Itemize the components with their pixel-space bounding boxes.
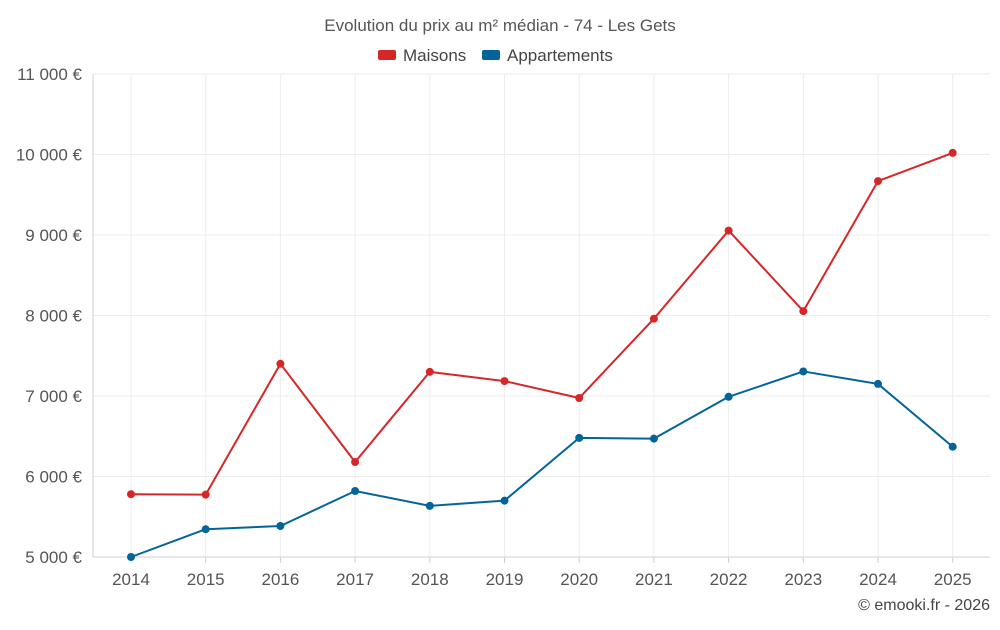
x-axis-labels: 2014 2015 2016 2017 2018 2019 2020 2021 2022 2023… [112,570,972,589]
series-layer [127,148,957,561]
data-point-maisons[interactable] [649,314,658,323]
data-point-appartements[interactable] [948,442,957,451]
data-point-appartements[interactable] [201,525,210,534]
data-point-appartements[interactable] [351,486,360,495]
data-point-appartements[interactable] [724,392,733,401]
data-point-maisons[interactable] [874,177,882,186]
x-tick-label: 2019 [486,570,524,589]
y-gridlines [93,73,990,558]
legend: Maisons Appartements [378,46,613,65]
x-tick-label: 2017 [336,570,374,589]
y-tick-label: 5 000 € [25,548,82,567]
data-point-maisons[interactable] [948,148,957,157]
y-axis-labels: 5 000 € 6 000 € 7 000 € 8 000 € 9 000 € 10 00… [16,65,83,567]
y-tick-label: 7 000 € [25,387,82,406]
legend-swatch-appartements [482,50,500,60]
series-appartements [127,367,957,561]
data-point-maisons[interactable] [425,367,434,376]
data-point-appartements[interactable] [575,433,584,442]
data-point-maisons[interactable] [127,490,135,499]
legend-label-appartements: Appartements [507,46,613,65]
data-point-maisons[interactable] [276,359,285,368]
x-tick-label: 2015 [187,570,225,589]
data-point-appartements[interactable] [425,501,434,510]
legend-label-maisons: Maisons [403,46,466,65]
series-line-appartements [130,370,954,558]
y-tick-label: 6 000 € [25,468,82,487]
x-tick-label: 2025 [934,570,972,589]
x-tick-label: 2021 [635,570,673,589]
x-tick-label: 2018 [411,570,449,589]
data-point-maisons[interactable] [351,458,360,467]
data-point-maisons[interactable] [575,394,584,403]
data-point-appartements[interactable] [500,496,509,505]
data-point-maisons[interactable] [201,490,210,499]
y-tick-label: 11 000 € [17,65,82,84]
data-point-appartements[interactable] [649,434,658,443]
x-tick-label: 2016 [261,570,299,589]
data-point-appartements[interactable] [874,379,882,388]
data-point-maisons[interactable] [724,226,733,235]
y-tick-label: 9 000 € [25,226,82,245]
x-tick-label: 2014 [112,570,150,589]
data-point-appartements[interactable] [799,367,808,376]
x-tick-label: 2024 [859,570,897,589]
credit-text: © emooki.fr - 2026 [858,597,990,614]
data-point-appartements[interactable] [276,522,285,531]
y-tick-label: 8 000 € [25,307,82,326]
x-gridlines [92,74,954,563]
x-tick-label: 2023 [784,570,822,589]
data-point-maisons[interactable] [500,377,509,386]
legend-item-appartements[interactable]: Appartements [482,46,613,65]
data-point-maisons[interactable] [799,307,808,316]
legend-swatch-maisons [378,50,396,60]
x-tick-label: 2022 [710,570,748,589]
y-tick-label: 10 000 € [16,146,83,165]
series-line-maisons [130,151,954,496]
data-point-appartements[interactable] [127,553,135,561]
chart-title: Evolution du prix au m² médian - 74 - Le… [324,16,676,35]
x-tick-label: 2020 [560,570,598,589]
legend-item-maisons[interactable]: Maisons [378,46,466,65]
series-maisons [127,148,957,499]
